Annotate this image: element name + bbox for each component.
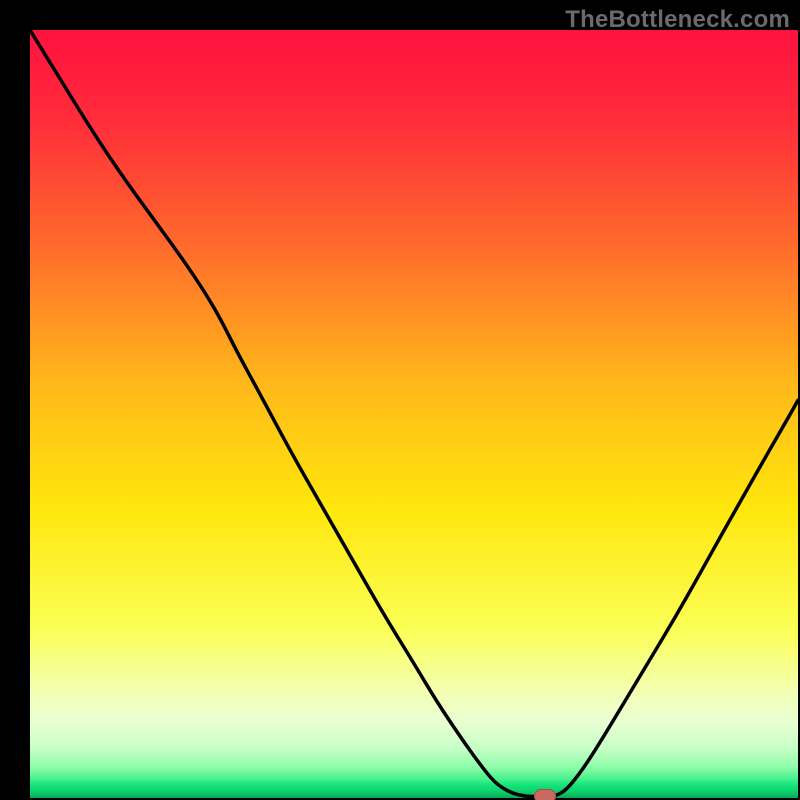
heat-gradient <box>30 30 798 798</box>
optimum-marker <box>534 789 556 800</box>
chart-frame: TheBottleneck.com <box>0 0 800 800</box>
plot-area <box>30 30 798 798</box>
